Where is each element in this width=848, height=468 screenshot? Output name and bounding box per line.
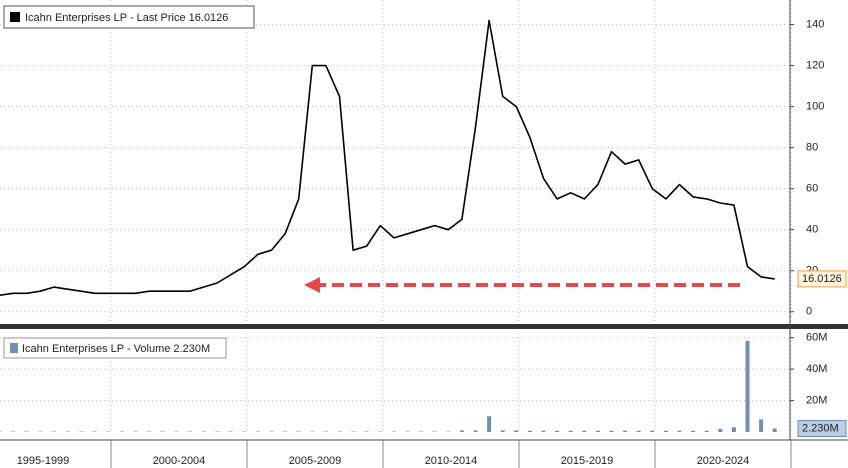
volume-bar [51, 431, 56, 433]
legend-label: Icahn Enterprises LP - Last Price 16.012… [25, 12, 228, 24]
volume-bar [147, 431, 152, 433]
volume-bar [242, 431, 247, 433]
volume-bar [595, 430, 600, 432]
volume-bar [500, 430, 505, 432]
volume-bar [160, 431, 165, 433]
volume-bar [24, 431, 29, 433]
volume-bar [663, 430, 668, 432]
y-tick-label: 60 [806, 183, 818, 195]
volume-bar [459, 430, 464, 432]
y-tick-label: 100 [806, 101, 824, 113]
volume-bar [419, 431, 424, 433]
volume-bar [514, 430, 519, 432]
volume-bar [691, 430, 696, 432]
volume-bar [92, 431, 97, 433]
volume-bar [310, 431, 315, 433]
x-tick-label: 2020-2024 [697, 455, 750, 467]
last-value-label: 2.230M [802, 422, 839, 434]
volume-bar [174, 431, 179, 433]
volume-bar [364, 431, 369, 433]
volume-bar [704, 430, 709, 432]
price-line [0, 19, 775, 297]
y-tick-label: 140 [806, 18, 824, 30]
volume-bar [283, 431, 288, 433]
volume-bar [133, 431, 138, 433]
panel-divider [0, 324, 848, 329]
volume-bar [541, 430, 546, 432]
last-value-label: 16.0126 [802, 273, 842, 285]
x-tick-label: 2000-2004 [153, 455, 206, 467]
y-tick-label: 80 [806, 142, 818, 154]
x-tick-label: 2015-2019 [561, 455, 614, 467]
volume-bar [582, 430, 587, 432]
volume-bar [446, 431, 451, 433]
volume-bar [636, 430, 641, 432]
volume-bar [568, 430, 573, 432]
volume-bar [731, 427, 736, 432]
mark-layer [0, 19, 777, 433]
volume-bar [228, 431, 233, 433]
volume-bar [269, 431, 274, 433]
legend-label: Icahn Enterprises LP - Volume 2.230M [22, 343, 210, 355]
volume-bar [745, 340, 750, 432]
volume-bar [718, 428, 723, 432]
y-tick-label: 60M [806, 332, 827, 344]
last-value-tag [797, 419, 847, 437]
y-tick-label: 40M [806, 363, 827, 375]
volume-bar [106, 431, 111, 433]
volume-bar [255, 431, 260, 433]
x-tick-label: 1995-1999 [17, 455, 70, 467]
y-tick-label: 120 [806, 59, 824, 71]
volume-bar [187, 431, 192, 433]
volume-bar [677, 430, 682, 432]
y-tick-label: 20M [806, 394, 827, 406]
y-tick-label: 40 [806, 224, 818, 236]
volume-bar [432, 431, 437, 433]
volume-bar [759, 419, 764, 432]
volume-bar [487, 416, 492, 432]
volume-bar [201, 431, 206, 433]
volume-bar [119, 431, 124, 433]
legend-box [3, 5, 255, 29]
volume-bar [527, 430, 532, 432]
y-tick-label: 0 [806, 306, 812, 318]
volume-bar [79, 431, 84, 433]
volume-bar [296, 431, 301, 433]
volume-bar [555, 430, 560, 432]
volume-bar [391, 431, 396, 433]
volume-bar [215, 431, 220, 433]
last-value-tag [797, 270, 847, 288]
volume-bar [11, 431, 16, 433]
volume-bar [650, 430, 655, 432]
legend-swatch [10, 12, 20, 22]
legend-swatch [10, 343, 18, 353]
volume-bar [65, 431, 70, 433]
volume-bar [337, 431, 342, 433]
legend-box [3, 337, 227, 359]
volume-bar [323, 431, 328, 433]
x-tick-label: 2005-2009 [289, 455, 342, 467]
volume-bar [405, 431, 410, 433]
volume-bar [623, 430, 628, 432]
volume-bar [38, 431, 43, 433]
volume-bar [351, 431, 356, 433]
volume-bar [378, 431, 383, 433]
x-tick-label: 2010-2014 [425, 455, 478, 467]
volume-bar [0, 431, 2, 433]
grid-layer [0, 0, 792, 432]
volume-bar [609, 430, 614, 432]
volume-bar [772, 428, 777, 432]
volume-bar [473, 430, 478, 432]
